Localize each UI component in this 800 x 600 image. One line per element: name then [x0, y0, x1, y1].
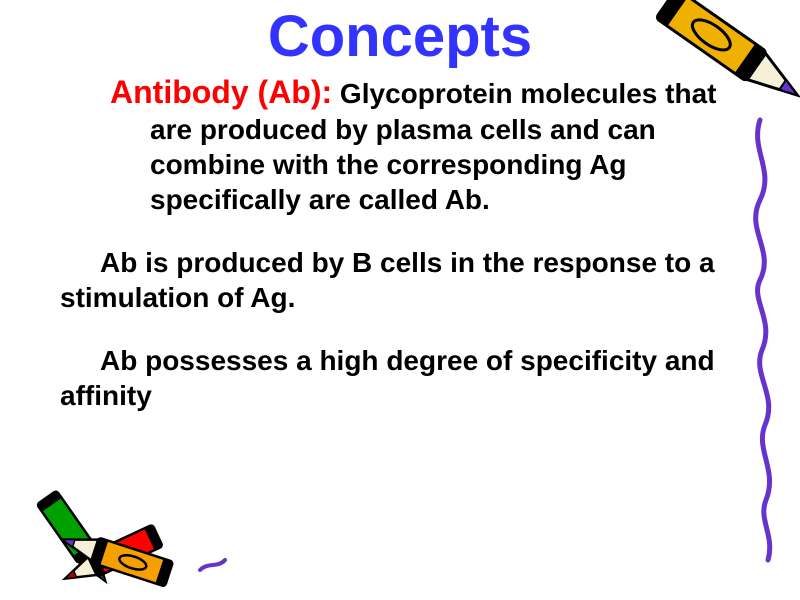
slide-body: Antibody (Ab): Glycoprotein molecules th… [0, 72, 800, 413]
definition-paragraph: Antibody (Ab): Glycoprotein molecules th… [60, 72, 740, 217]
slide-title: Concepts [0, 0, 800, 66]
paragraph-2: Ab is produced by B cells in the respons… [60, 245, 740, 315]
slide: Concepts Antibody (Ab): Glycoprotein mol… [0, 0, 800, 600]
term-label: Antibody (Ab): [110, 74, 332, 110]
paragraph-3: Ab possesses a high degree of specificit… [60, 343, 740, 413]
crayon-pile-icon [0, 460, 260, 600]
crayon-yellow-icon [58, 527, 173, 586]
crayon-green-icon [37, 491, 115, 588]
crayon-red-icon [60, 525, 163, 590]
